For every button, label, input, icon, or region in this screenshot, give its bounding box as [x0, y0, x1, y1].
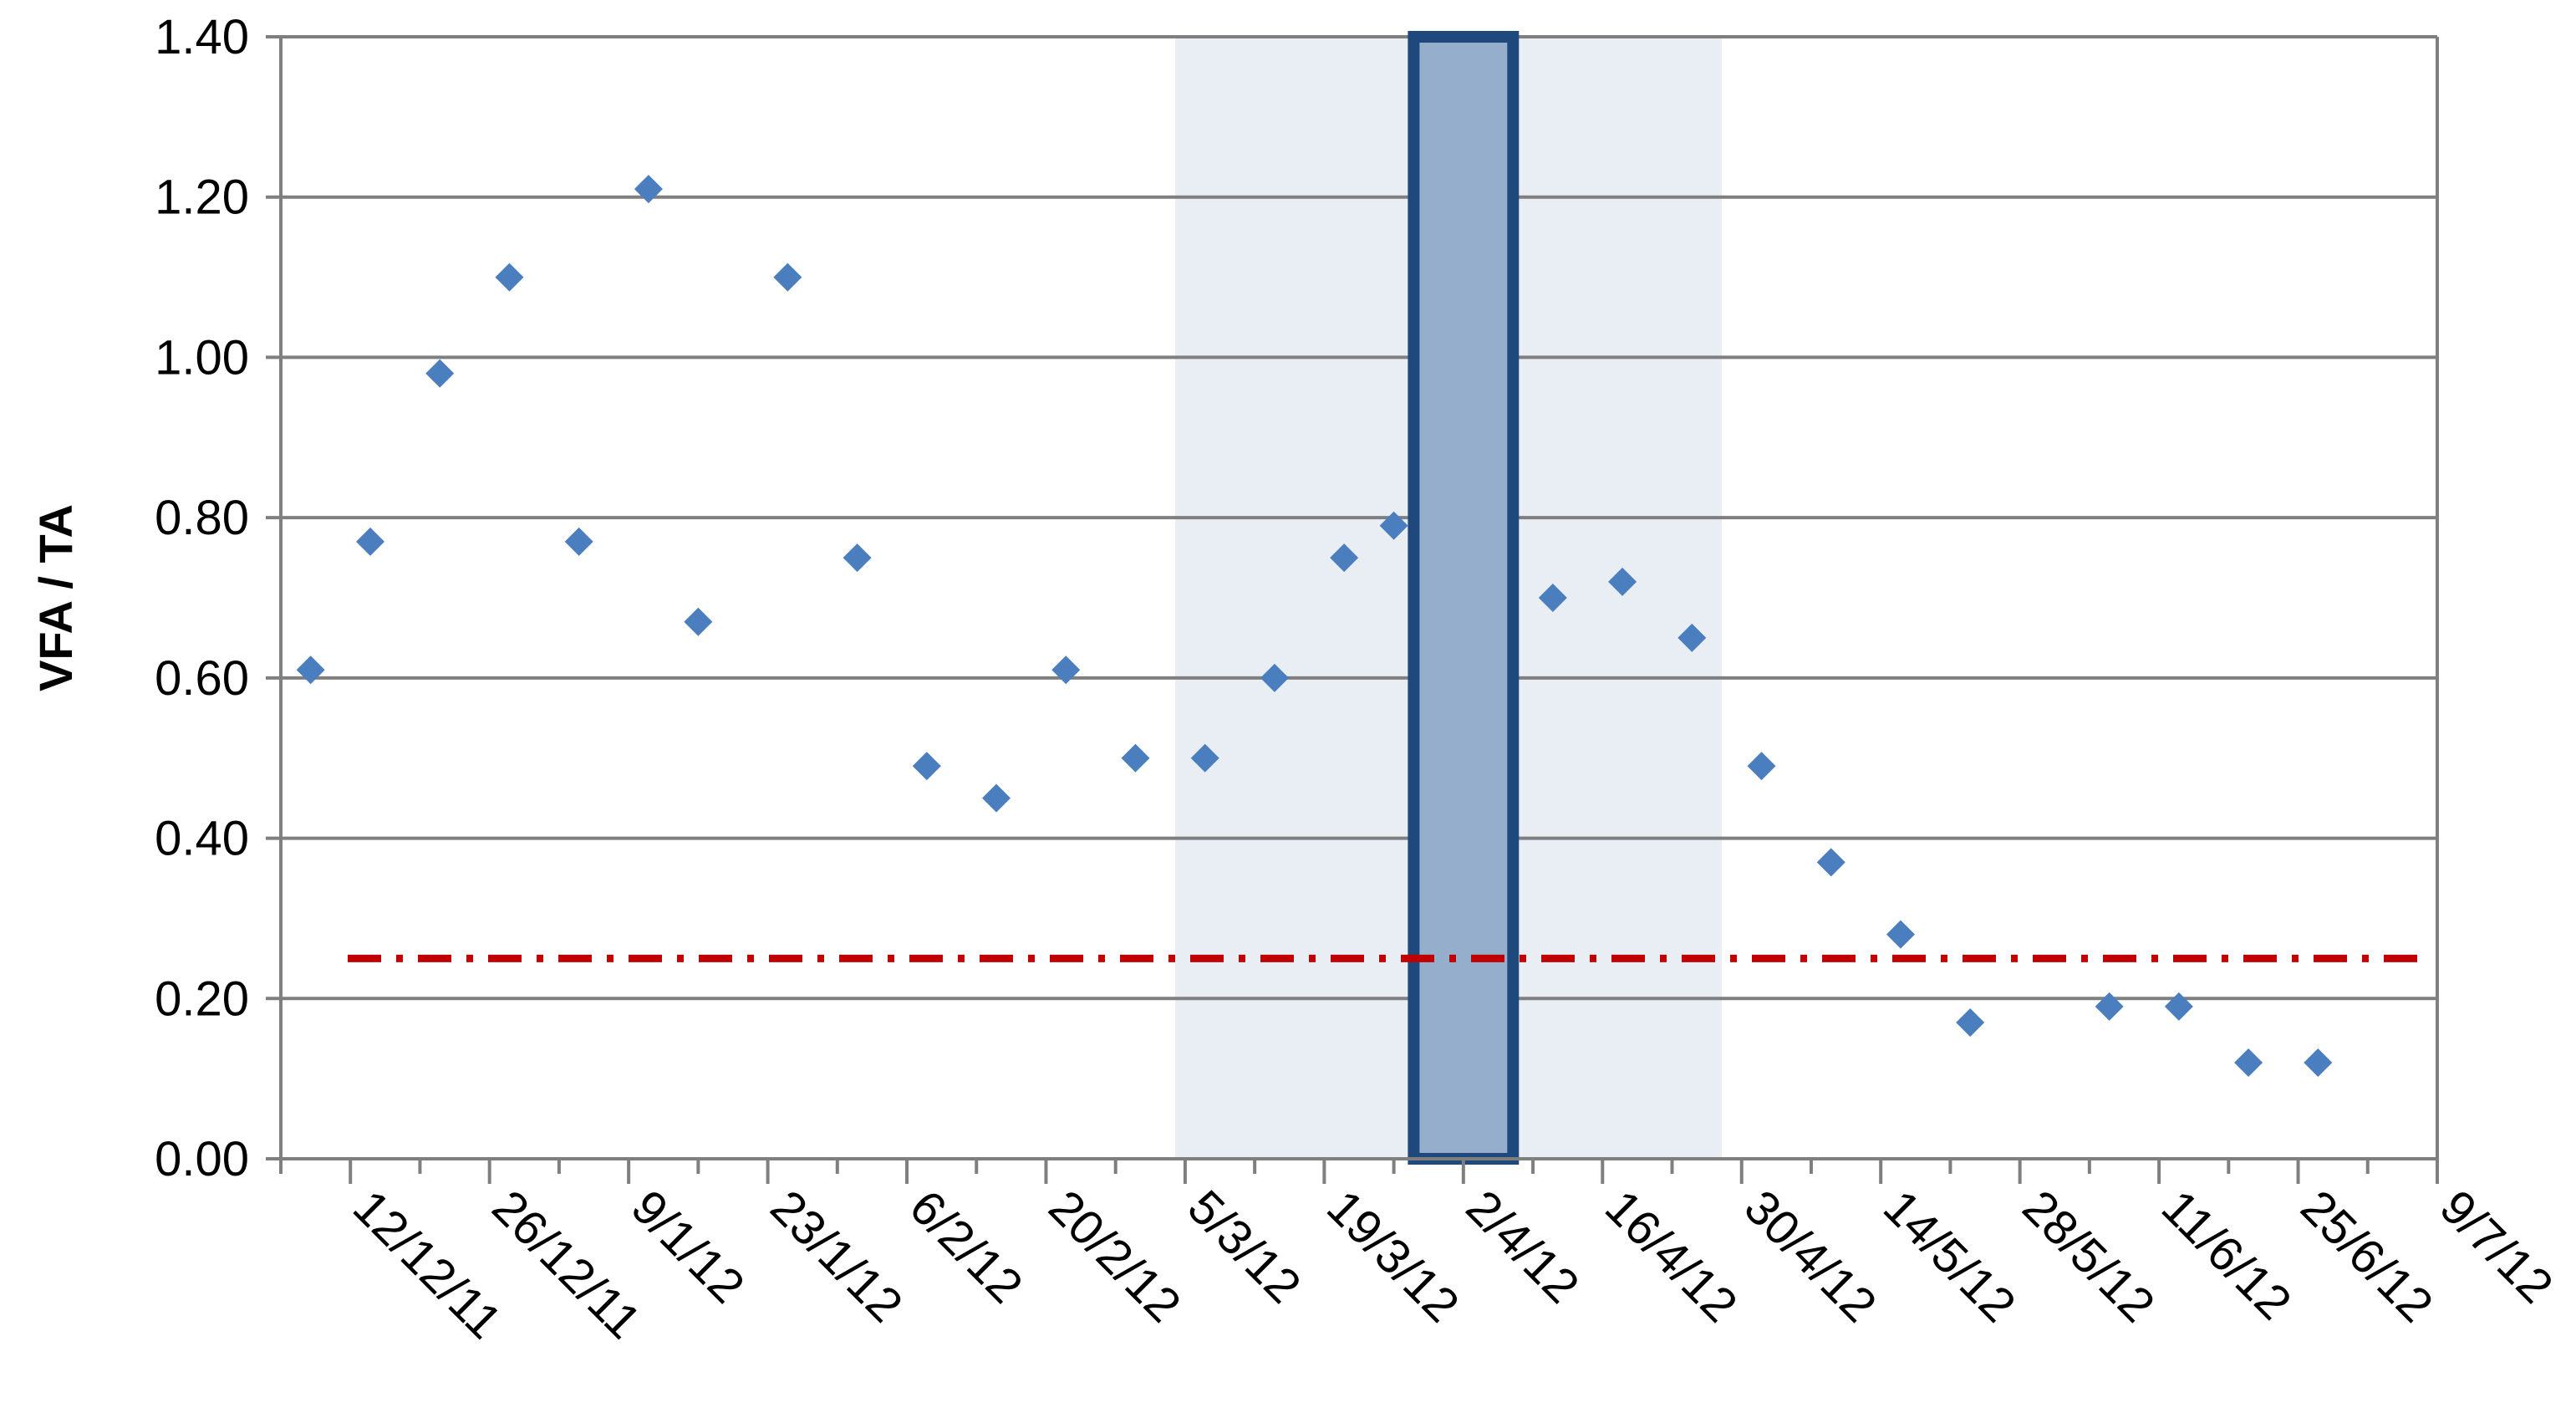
x-tick-label: 16/4/12 [1595, 1180, 1748, 1333]
data-point [1330, 543, 1359, 573]
y-tick-label: 0.20 [155, 972, 249, 1026]
y-tick-label: 0.80 [155, 491, 249, 545]
data-point [425, 359, 455, 388]
data-point [1121, 743, 1150, 773]
y-tick-label: 1.00 [155, 330, 249, 385]
data-point [843, 543, 872, 573]
data-point [1677, 623, 1707, 652]
data-point [1816, 848, 1845, 877]
x-tick-label: 11/6/12 [2151, 1180, 2302, 1330]
x-tick-label: 5/3/12 [1178, 1180, 1311, 1313]
x-tick-label: 9/7/12 [2430, 1180, 2563, 1313]
x-tick-label: 20/2/12 [1038, 1180, 1191, 1333]
y-tick-label: 1.20 [155, 171, 249, 225]
data-point [1190, 743, 1219, 773]
data-point [2095, 992, 2124, 1021]
x-tick-label: 26/12/11 [481, 1180, 651, 1349]
data-point [1379, 511, 1408, 540]
y-tick-label: 0.60 [155, 651, 249, 706]
x-tick-label: 25/6/12 [2290, 1180, 2443, 1333]
data-point [356, 527, 385, 556]
data-point [2304, 1048, 2333, 1077]
data-point [634, 175, 663, 204]
gridlines [281, 35, 2437, 1001]
x-tick-label: 6/2/12 [899, 1180, 1033, 1313]
axes [266, 35, 2439, 1184]
data-points [296, 175, 2333, 1077]
data-point [1747, 752, 1776, 781]
highlight-period-layer [1408, 31, 1520, 1165]
data-point [912, 752, 941, 781]
x-tick-label: 14/5/12 [1873, 1180, 2026, 1333]
data-point [495, 263, 524, 292]
y-tick-label: 0.40 [155, 812, 249, 866]
x-tick-label: 12/12/11 [343, 1180, 512, 1349]
data-point [296, 655, 325, 685]
x-tick-label: 28/5/12 [2012, 1180, 2165, 1333]
data-point [1538, 584, 1567, 612]
data-point [773, 263, 802, 292]
x-tick-label: 9/1/12 [621, 1180, 755, 1313]
x-tick-label: 19/3/12 [1316, 1180, 1469, 1333]
data-point [1886, 920, 1915, 949]
data-point [1051, 655, 1081, 685]
data-point [1956, 1008, 1985, 1038]
y-tick-label: 1.40 [155, 10, 249, 64]
y-axis-title: VFA / TA [29, 504, 82, 691]
highlight-period [1408, 31, 1520, 1165]
data-point [2164, 992, 2193, 1021]
x-tick-label: 30/4/12 [1734, 1180, 1887, 1333]
y-tick-label: 0.00 [155, 1132, 249, 1186]
data-point [982, 783, 1011, 813]
x-tick-label: 23/1/12 [760, 1180, 913, 1333]
data-point [1260, 663, 1289, 692]
data-point [684, 607, 713, 636]
data-point [564, 527, 593, 556]
data-point [2234, 1048, 2263, 1077]
data-point [1608, 567, 1637, 596]
y-tick-labels: 0.00 0.20 0.40 0.60 0.80 1.00 1.20 1.40 [155, 10, 249, 1186]
x-tick-label: 2/4/12 [1456, 1180, 1590, 1313]
